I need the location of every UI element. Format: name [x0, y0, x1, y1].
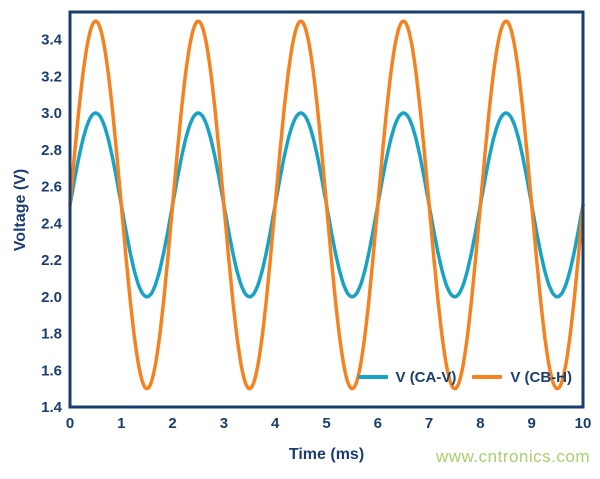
svg-text:1: 1 [117, 415, 125, 432]
x-axis-title: Time (ms) [288, 446, 365, 463]
legend-label: V (CA-V) [395, 368, 457, 386]
svg-text:7: 7 [425, 415, 433, 432]
legend-label: V (CB-H) [510, 368, 572, 386]
watermark: www.cntronics.com [436, 447, 590, 466]
y-axis-title: Voltage (V) [12, 168, 29, 252]
svg-text:3.2: 3.2 [41, 68, 62, 85]
svg-text:2.4: 2.4 [41, 215, 63, 232]
svg-text:8: 8 [476, 415, 484, 432]
svg-text:1.4: 1.4 [41, 399, 63, 416]
svg-text:6: 6 [374, 415, 382, 432]
series-line-swatch [472, 375, 503, 379]
svg-text:10: 10 [575, 415, 592, 432]
svg-text:4: 4 [271, 415, 280, 432]
legend-item-cb-h: V (CB-H) [472, 369, 572, 386]
svg-text:3.4: 3.4 [41, 32, 63, 49]
legend: V (CA-V) V (CB-H) [357, 366, 572, 388]
svg-text:3.0: 3.0 [41, 105, 62, 122]
svg-text:2.2: 2.2 [41, 252, 62, 269]
svg-text:2.6: 2.6 [41, 179, 62, 196]
svg-text:2.0: 2.0 [41, 289, 62, 306]
svg-text:3: 3 [220, 415, 228, 432]
svg-text:2: 2 [168, 415, 176, 432]
svg-text:0: 0 [66, 415, 74, 432]
svg-text:1.6: 1.6 [41, 362, 62, 379]
series-line-swatch [357, 375, 388, 379]
svg-text:9: 9 [528, 415, 536, 432]
svg-text:2.8: 2.8 [41, 142, 62, 159]
svg-text:1.8: 1.8 [41, 326, 62, 343]
legend-item-ca-v: V (CA-V) [357, 368, 457, 386]
svg-text:5: 5 [322, 415, 330, 432]
